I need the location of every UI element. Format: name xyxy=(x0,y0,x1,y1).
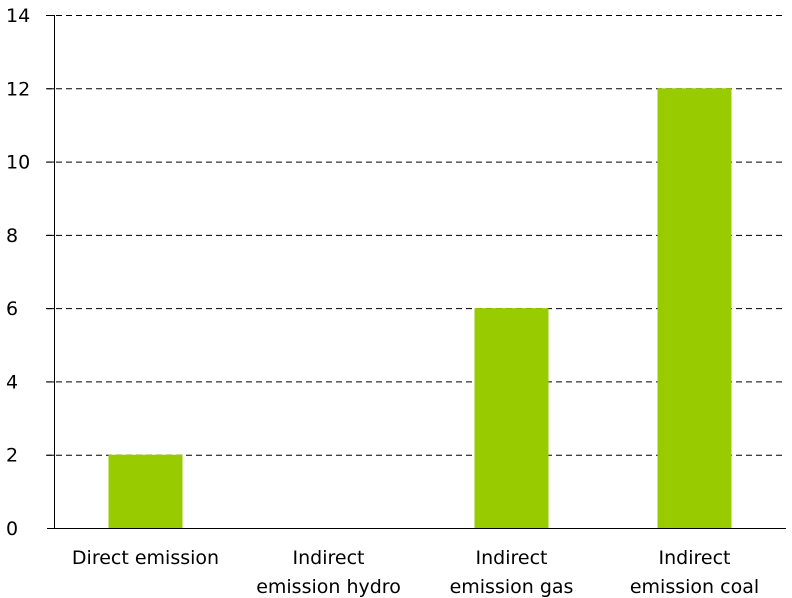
bar xyxy=(474,308,549,528)
gridlines xyxy=(46,15,786,456)
x-category-label-line: emission coal xyxy=(630,576,759,598)
x-category-label-line: Indirect xyxy=(293,547,365,569)
axes xyxy=(47,15,786,529)
x-category-label-line: Direct emission xyxy=(72,547,219,569)
x-category-label: Indirect emission gas xyxy=(450,547,574,598)
y-tick-label: 12 xyxy=(6,78,30,100)
y-tick-label: 2 xyxy=(6,445,18,467)
y-tick-label: 6 xyxy=(6,298,18,320)
y-tick-label: 4 xyxy=(6,371,18,393)
y-tick-label: 8 xyxy=(6,225,18,247)
bars xyxy=(108,88,732,529)
x-category-label-line: Indirect xyxy=(659,547,731,569)
y-tick-label: 14 xyxy=(6,5,30,27)
bar xyxy=(108,454,183,528)
x-category-label-line: Indirect xyxy=(476,547,548,569)
bar xyxy=(657,88,732,529)
y-tick-label: 10 xyxy=(6,152,30,174)
x-category-label: Direct emission xyxy=(72,547,219,569)
y-tick-label: 0 xyxy=(6,518,18,540)
y-tick-labels: 0 2 4 6 8 10 12 14 xyxy=(6,5,30,540)
x-category-label: Indirect emission hydro xyxy=(256,547,401,598)
category-labels: Direct emission Indirect emission hydroInd… xyxy=(72,547,759,598)
x-category-label-line: emission hydro xyxy=(256,576,401,598)
x-category-label: Indirect emission coal xyxy=(630,547,759,598)
x-category-label-line: emission gas xyxy=(450,576,574,598)
